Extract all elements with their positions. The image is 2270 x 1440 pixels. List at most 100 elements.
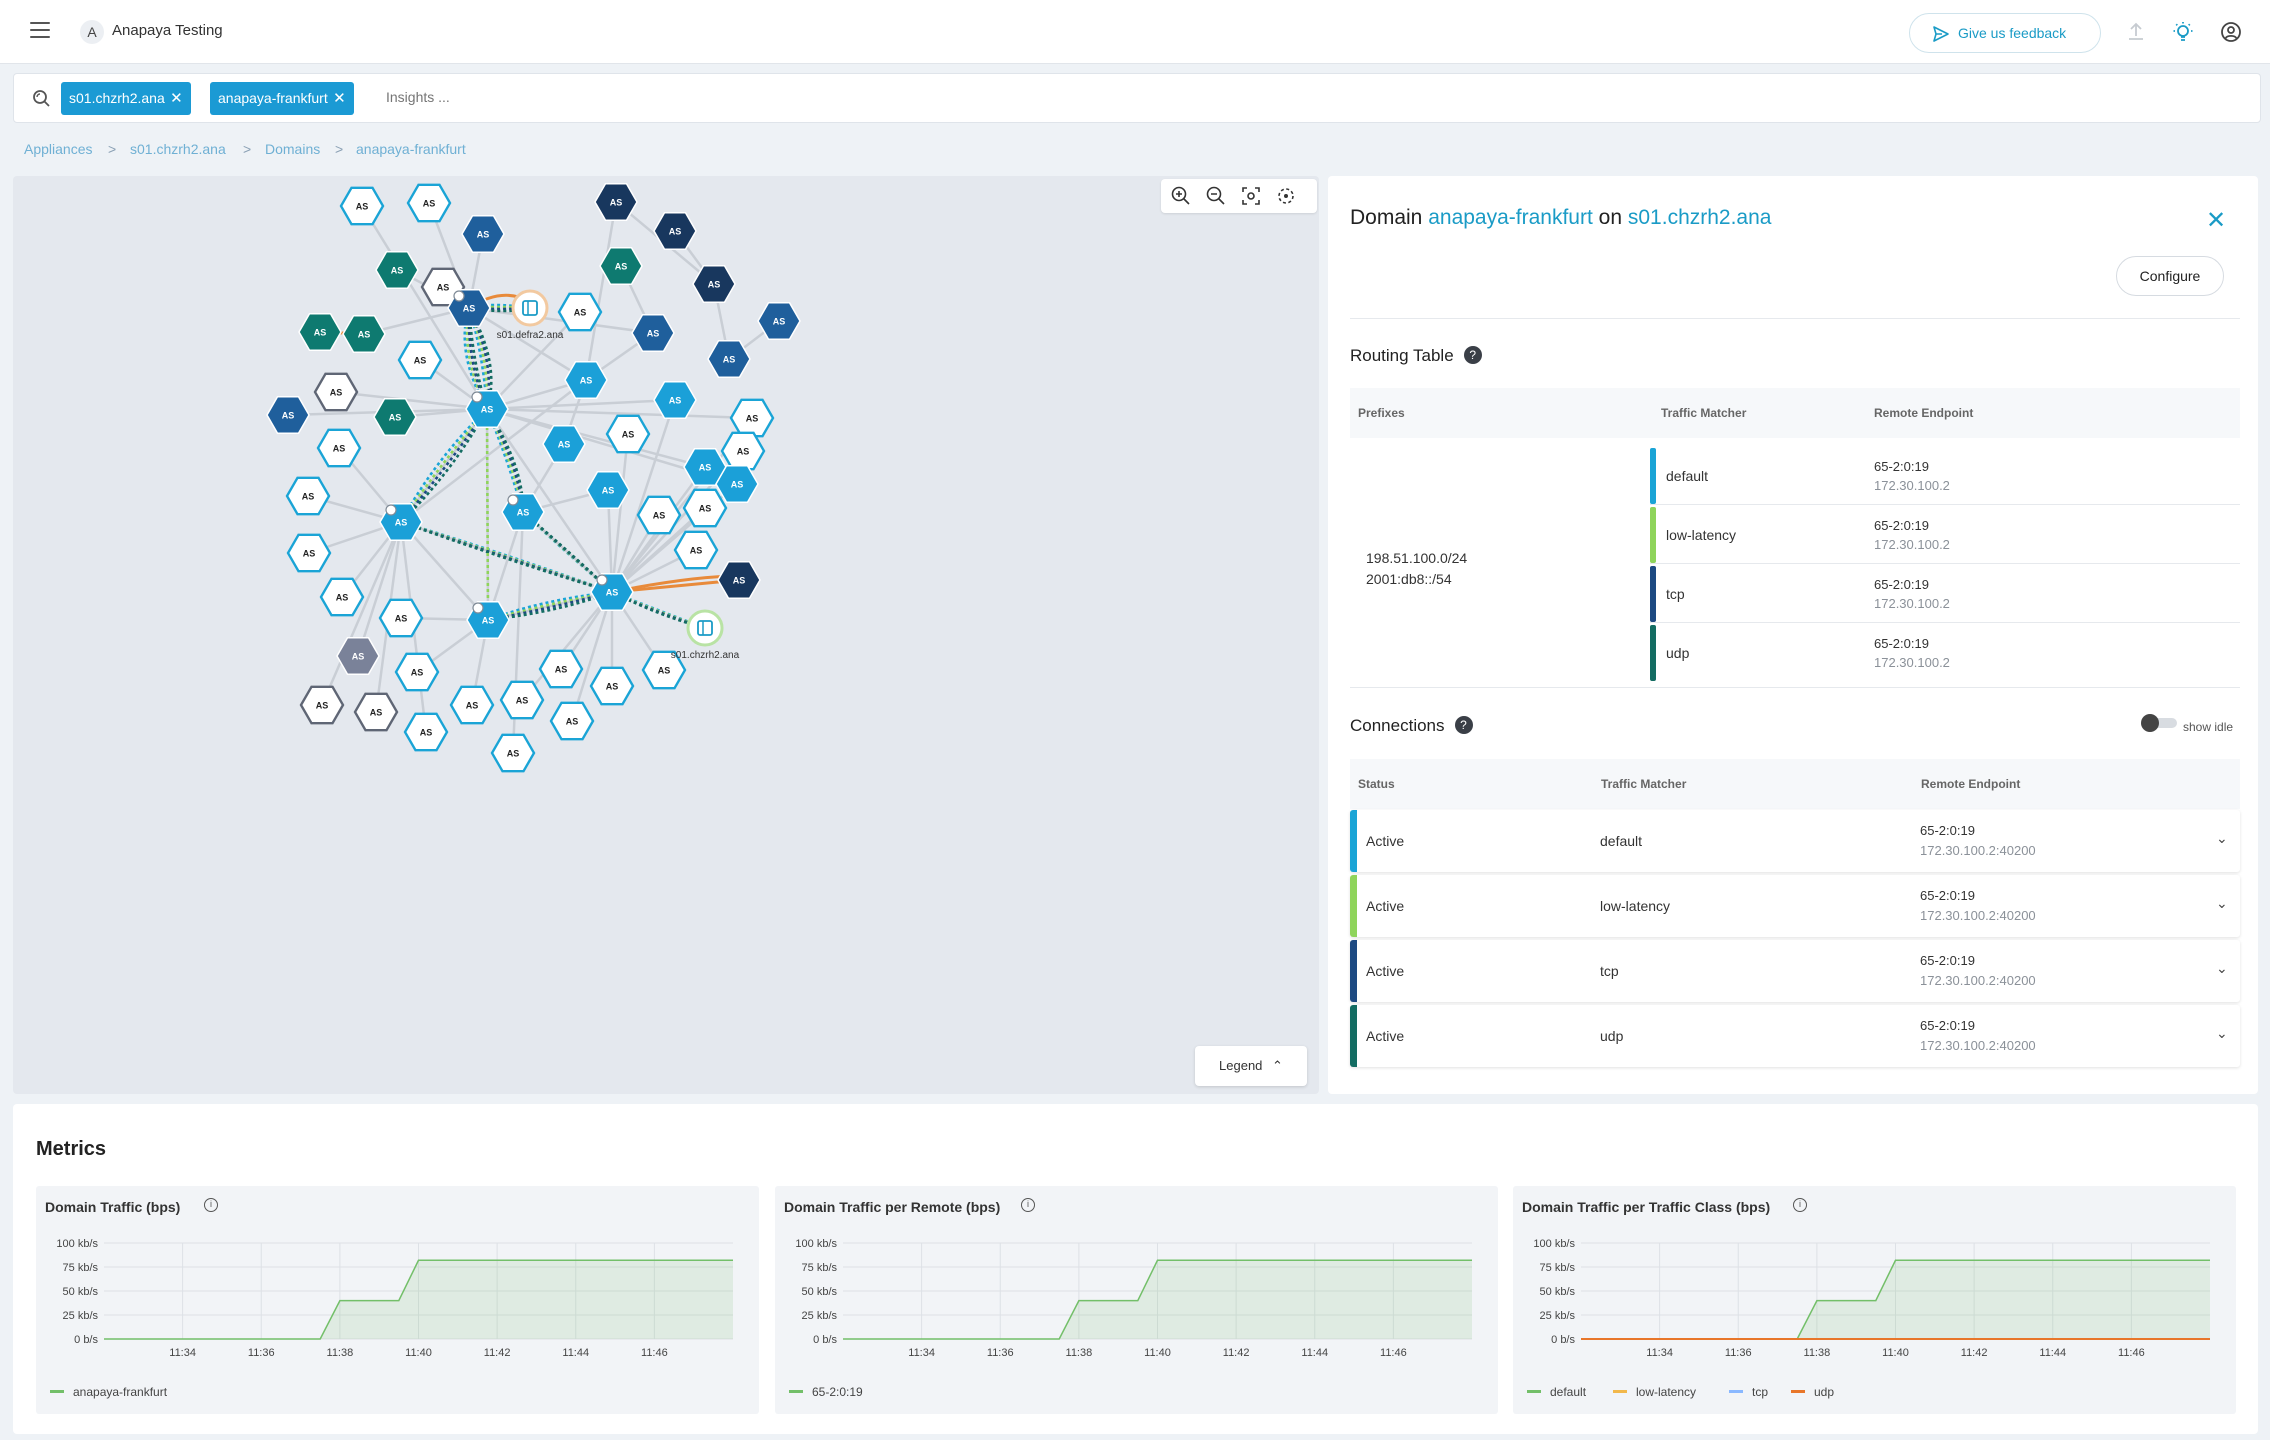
topology-map[interactable]: AS AS AS AS AS AS AS AS AS AS AS AS AS AS AS AS AS AS AS AS…	[13, 176, 1319, 1094]
legend-item[interactable]: default	[1527, 1385, 1586, 1399]
info-icon[interactable]: i	[1793, 1198, 1807, 1212]
as-node[interactable]: AS	[757, 302, 801, 340]
show-idle-toggle[interactable]	[2141, 714, 2177, 732]
as-node[interactable]: AS	[394, 652, 440, 692]
as-node[interactable]: AS	[319, 577, 365, 617]
as-node[interactable]: AS	[285, 476, 331, 516]
matcher: tcp	[1666, 586, 1685, 602]
as-node[interactable]: AS	[707, 340, 751, 378]
as-node[interactable]: AS	[586, 471, 630, 509]
as-node[interactable]: AS	[683, 448, 727, 486]
as-node[interactable]: AS	[286, 533, 332, 573]
org-name[interactable]: Anapaya Testing	[112, 22, 223, 39]
as-node[interactable]: AS	[599, 247, 643, 285]
as-node[interactable]: AS	[397, 340, 443, 380]
chevron-down-icon[interactable]: ⌄	[2216, 1025, 2228, 1041]
as-node[interactable]: AS	[653, 212, 697, 250]
connection-row[interactable]: Active tcp 65-2:0:19 172.30.100.2:40200 ⌄	[1350, 940, 2240, 1002]
configure-button[interactable]: Configure	[2116, 256, 2224, 296]
as-node[interactable]: AS	[542, 425, 586, 463]
as-node[interactable]: AS	[682, 488, 728, 528]
zoom-out-icon[interactable]	[1204, 184, 1228, 208]
as-node[interactable]: AS	[641, 650, 687, 690]
as-node[interactable]: AS	[298, 313, 342, 351]
as-node[interactable]: AS	[375, 251, 419, 289]
breadcrumb-item[interactable]: Appliances	[24, 141, 93, 157]
filter-chip[interactable]: s01.chzrh2.ana ✕	[61, 82, 191, 115]
account-icon[interactable]	[2218, 19, 2244, 45]
as-node[interactable]: AS	[538, 649, 584, 689]
help-icon[interactable]: ?	[1454, 716, 1473, 734]
as-node[interactable]: AS	[557, 292, 603, 332]
as-node[interactable]: AS	[605, 414, 651, 454]
domain-link[interactable]: anapaya-frankfurt	[1428, 206, 1593, 229]
as-node[interactable]: AS	[720, 431, 766, 471]
as-node[interactable]: AS	[589, 666, 635, 706]
appliance-node[interactable]: s01.defra2.ana	[497, 289, 564, 341]
as-node[interactable]: AS	[564, 361, 608, 399]
as-node[interactable]: AS	[729, 398, 775, 438]
chevron-down-icon[interactable]: ⌄	[2216, 895, 2228, 911]
as-node[interactable]: AS	[373, 398, 417, 436]
fit-view-icon[interactable]	[1239, 184, 1263, 208]
chevron-down-icon[interactable]: ⌄	[2216, 960, 2228, 976]
as-node[interactable]: AS	[461, 215, 505, 253]
as-node[interactable]: AS	[403, 712, 449, 752]
legend-item[interactable]: tcp	[1729, 1385, 1768, 1399]
as-node[interactable]: AS	[631, 314, 675, 352]
center-icon[interactable]	[1274, 184, 1298, 208]
as-node[interactable]: AS	[594, 183, 638, 221]
legend-button[interactable]: Legend ⌃	[1195, 1046, 1307, 1086]
as-node[interactable]: AS	[549, 701, 595, 741]
connection-row[interactable]: Active default 65-2:0:19 172.30.100.2:40200…	[1350, 810, 2240, 872]
as-node[interactable]: AS	[266, 396, 310, 434]
as-node[interactable]: AS	[717, 561, 761, 599]
as-node[interactable]: AS	[299, 685, 345, 725]
legend-item[interactable]: anapaya-frankfurt	[50, 1385, 167, 1399]
upload-icon[interactable]	[2123, 19, 2149, 45]
as-node[interactable]: AS	[673, 530, 719, 570]
connection-row[interactable]: Active low-latency 65-2:0:19 172.30.100.2:4…	[1350, 875, 2240, 937]
as-node[interactable]: AS	[692, 265, 736, 303]
remove-chip-icon[interactable]: ✕	[170, 90, 183, 107]
chip-label: s01.chzrh2.ana	[69, 90, 165, 106]
legend-item[interactable]: low-latency	[1613, 1385, 1696, 1399]
legend-item[interactable]: udp	[1791, 1385, 1834, 1399]
as-node[interactable]: AS	[490, 733, 536, 773]
as-node[interactable]: AS	[342, 315, 386, 353]
as-node[interactable]: AS	[449, 685, 495, 725]
filter-chip[interactable]: anapaya-frankfurt ✕	[210, 82, 354, 115]
as-node[interactable]: AS	[406, 183, 452, 223]
as-node[interactable]: AS	[636, 495, 682, 535]
as-node[interactable]: AS	[353, 692, 399, 732]
as-node[interactable]: AS	[653, 381, 697, 419]
legend-item[interactable]: 65-2:0:19	[789, 1385, 863, 1399]
menu-icon[interactable]	[30, 22, 50, 40]
appliance-node[interactable]: s01.chzrh2.ana	[671, 609, 740, 661]
info-icon[interactable]: i	[1021, 1198, 1035, 1212]
info-icon[interactable]: i	[204, 1198, 218, 1212]
as-node[interactable]: AS	[499, 680, 545, 720]
as-node[interactable]: AS	[336, 637, 380, 675]
remove-chip-icon[interactable]: ✕	[333, 90, 346, 107]
breadcrumb-item[interactable]: Domains	[265, 141, 321, 157]
topology-graph[interactable]: AS AS AS AS AS AS AS AS AS AS AS AS AS AS AS AS AS AS AS AS…	[13, 176, 1319, 1094]
as-node[interactable]: AS	[715, 465, 759, 503]
search-bar[interactable]: s01.chzrh2.ana ✕ anapaya-frankfurt ✕	[13, 73, 2261, 123]
org-avatar[interactable]: A	[80, 20, 104, 44]
as-node[interactable]: AS	[339, 186, 385, 226]
chevron-down-icon[interactable]: ⌄	[2216, 830, 2228, 846]
as-node[interactable]: AS	[313, 372, 359, 412]
connection-row[interactable]: Active udp 65-2:0:19 172.30.100.2:40200 ⌄	[1350, 1005, 2240, 1067]
lightbulb-icon[interactable]	[2170, 19, 2196, 45]
as-node[interactable]: AS	[378, 598, 424, 638]
feedback-button[interactable]: Give us feedback	[1909, 13, 2101, 53]
zoom-in-icon[interactable]	[1169, 184, 1193, 208]
metric-card: Domain Traffic (bps) i 100 kb/s 75 kb/s 50…	[36, 1186, 759, 1414]
appliance-link[interactable]: s01.chzrh2.ana	[1627, 206, 1772, 229]
help-icon[interactable]: ?	[1463, 346, 1482, 364]
close-icon[interactable]: ✕	[2206, 207, 2227, 234]
as-node[interactable]: AS	[316, 428, 362, 468]
breadcrumb-item[interactable]: s01.chzrh2.ana	[130, 141, 226, 157]
search-input[interactable]	[386, 89, 986, 105]
